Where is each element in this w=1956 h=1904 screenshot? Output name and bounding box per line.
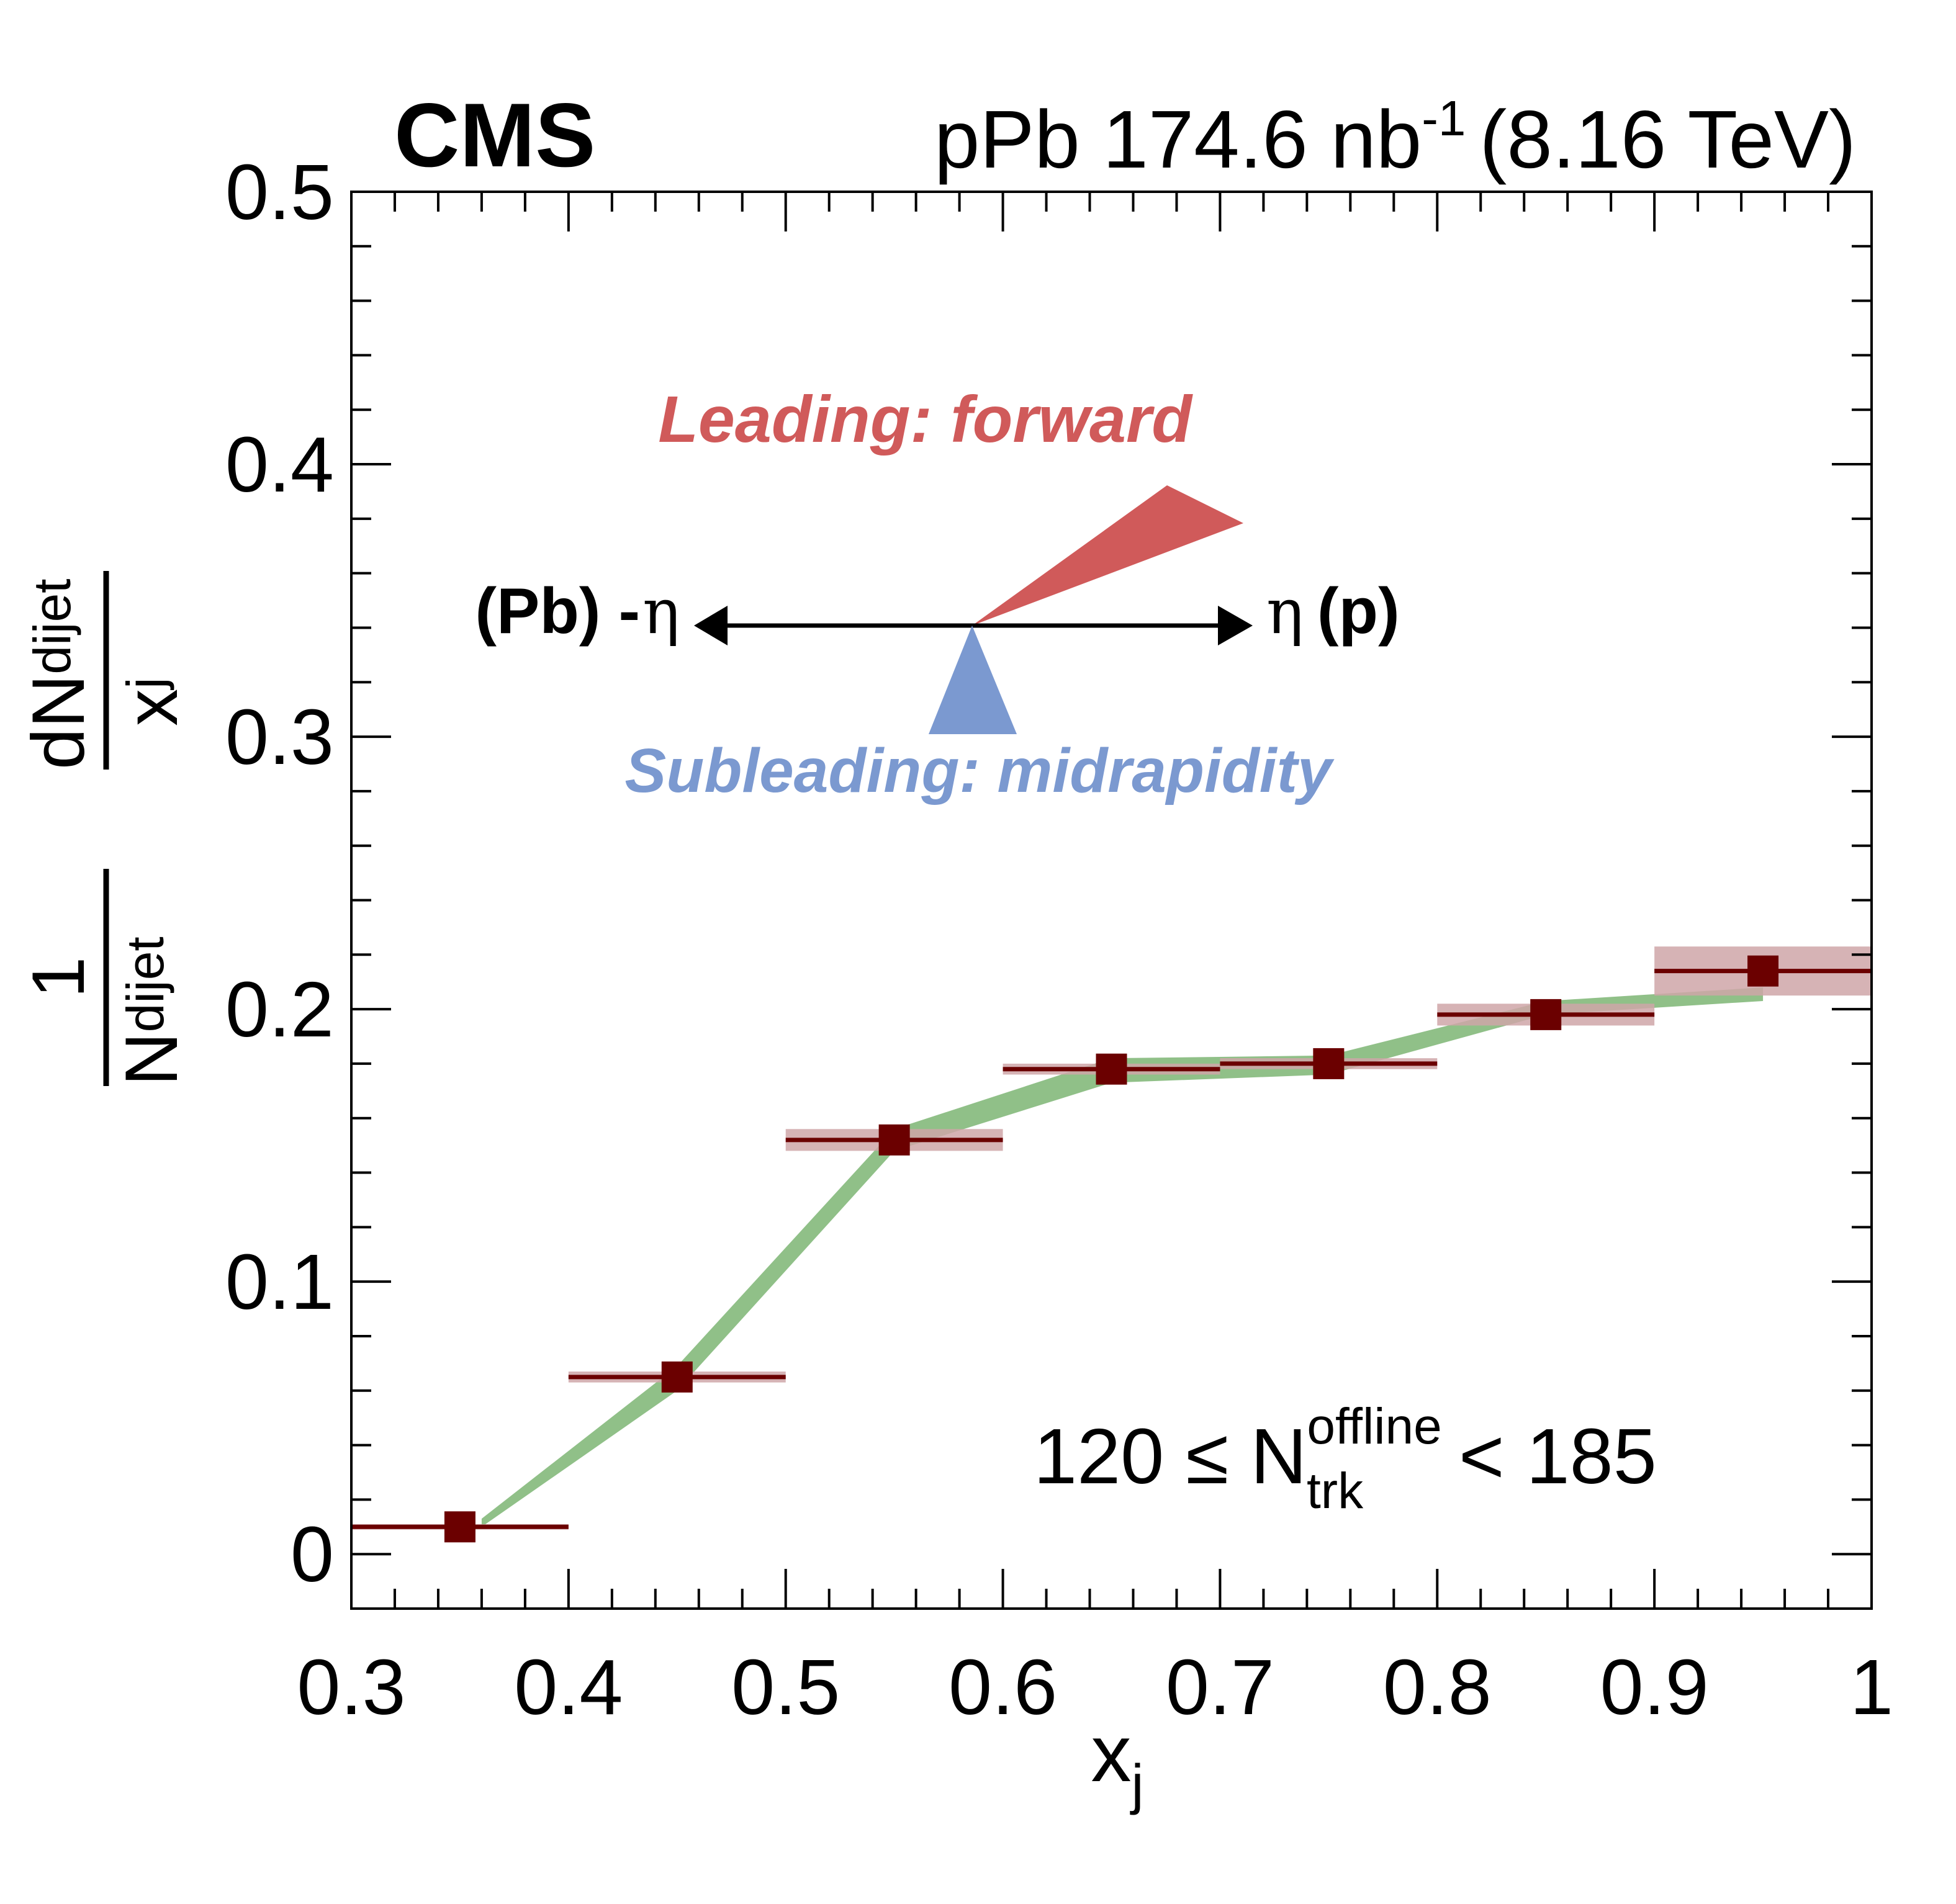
x-axis-title: xj [1091,1708,1144,1816]
pb-side-text: (Pb) - [475,575,640,647]
y-title-n: N [110,1032,193,1086]
x-tick-label: 0.7 [1166,1643,1274,1731]
data-point [1096,1053,1127,1085]
y-title-x-main: x [110,689,193,726]
p-side-eta: η [1266,575,1304,648]
x-axis-title-sub: j [1130,1754,1144,1816]
x-tick-label: 1 [1850,1643,1893,1731]
axis-ticks-layer [350,191,1873,1610]
subleading-label: Subleading: midrapidity [625,736,1335,806]
data-point [878,1124,910,1156]
leading-label: Leading: forward [658,383,1193,456]
pb-side-label: (Pb) -η [475,575,680,648]
y-tick-label: 0.5 [225,148,334,236]
data-point-layer [351,955,1872,1543]
energy-value: (8.16 TeV) [1479,94,1856,185]
x-tick-label: 0.5 [731,1643,840,1731]
p-side-label: η (p) [1266,575,1400,648]
x-axis-title-main: x [1091,1708,1132,1798]
x-tick-label: 0.6 [949,1643,1057,1731]
y-title-numerator: dNdijet [17,578,100,770]
luminosity-value: pPb 174.6 nb [934,94,1422,185]
y-title-one: 1 [17,957,100,999]
data-point [1530,999,1562,1030]
y-tick-label: 0.2 [225,966,334,1053]
y-tick-label: 0.4 [225,421,334,508]
data-point [1747,955,1779,987]
y-title-x-sub: j [116,677,174,691]
arrow-left-icon [694,606,728,645]
y-tick-label: 0.1 [225,1238,334,1326]
luminosity-label: pPb 174.6 nb-1 (8.16 TeV) [934,91,1856,185]
multiplicity-prefix: 120 ≤ N [1034,1412,1307,1500]
data-point [1313,1048,1345,1079]
axis-tick-labels-layer: 0.3 0.4 0.5 0.6 0.7 0.8 0.9 1 0 0.1 0.2 0.3 0.4 0.5 [225,148,1893,1731]
leading-jet-cone [972,485,1243,626]
arrow-right-icon [1218,606,1253,645]
multiplicity-suffix: < 185 [1459,1412,1657,1500]
pb-side-eta: η [642,575,680,648]
y-title-denominator: Ndijet [110,936,193,1086]
luminosity-exponent: -1 [1422,91,1466,146]
data-point [661,1361,693,1393]
kinematics-diagram: Leading: forward Subleading: midrapidity… [475,383,1399,806]
y-title-x: xj [110,677,193,726]
y-axis-title: 1 Ndijet dNdijet xj [17,571,193,1086]
multiplicity-sub: trk [1307,1463,1364,1519]
data-point [444,1511,475,1543]
y-title-dn: dN [17,675,100,770]
x-tick-label: 0.3 [297,1643,405,1731]
x-tick-label: 0.9 [1600,1643,1709,1731]
y-title-n-sub: dijet [116,936,174,1032]
y-tick-label: 0 [291,1511,334,1598]
x-tick-label: 0.4 [514,1643,623,1731]
subleading-jet-cone [929,626,1017,734]
multiplicity-sup: offline [1307,1398,1441,1455]
p-side-text: (p) [1317,575,1400,647]
y-tick-label: 0.3 [225,693,334,781]
y-title-dn-sub: dijet [23,578,81,674]
experiment-label: CMS [394,84,595,186]
multiplicity-annotation: 120 ≤ Noffline trk < 185 [1034,1398,1657,1519]
x-tick-label: 0.8 [1383,1643,1492,1731]
